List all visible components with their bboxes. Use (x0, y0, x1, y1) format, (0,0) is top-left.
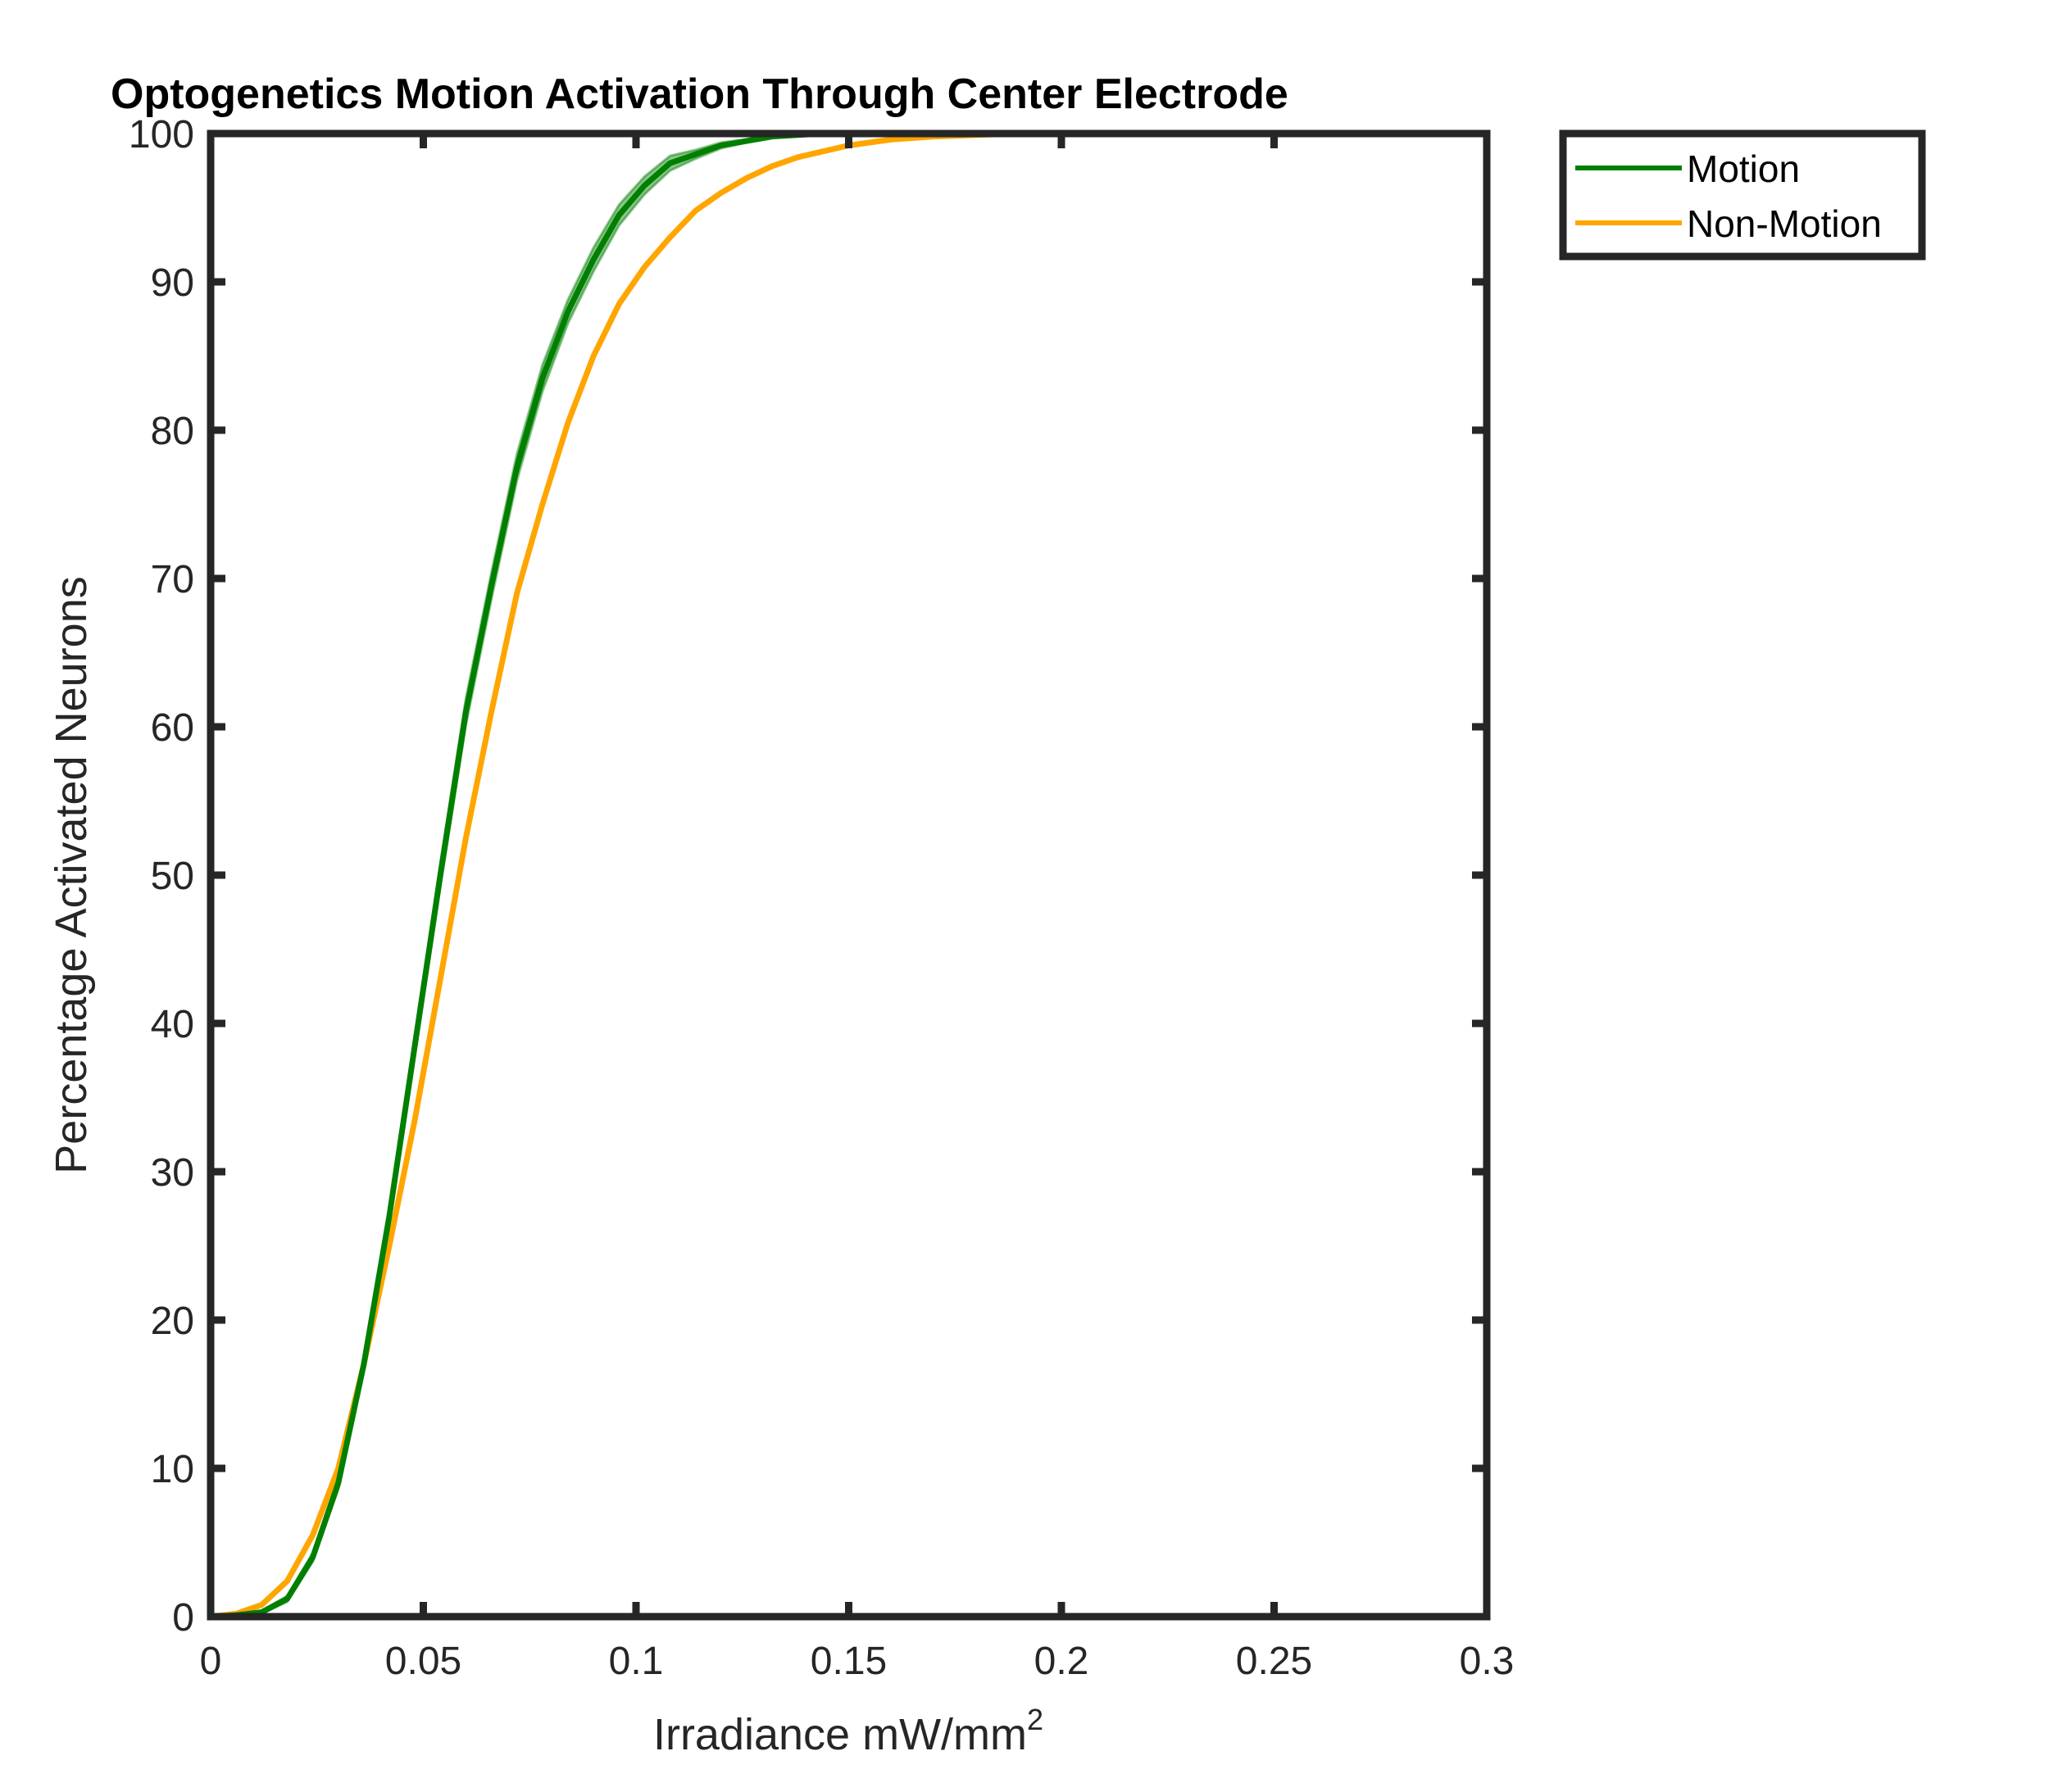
y-tick-label-3: 30 (151, 1151, 194, 1195)
x-tick-label-1: 0.05 (385, 1640, 461, 1683)
x-tick-label-4: 0.2 (1034, 1640, 1089, 1683)
series-lines (207, 130, 1065, 1620)
y-tick-label-0: 0 (172, 1596, 194, 1640)
y-tick-label-7: 70 (151, 558, 194, 601)
plot-area (207, 130, 1065, 1620)
y-tick-label-9: 90 (151, 261, 194, 305)
y-tick-labels: 0 10 20 30 40 50 60 70 80 90 100 (129, 113, 194, 1640)
axis-ticks (207, 129, 1491, 1621)
x-axis-label-text: Irradiance mW/mm (653, 1710, 1027, 1759)
y-tick-label-5: 50 (151, 855, 194, 898)
legend: Motion Non-Motion (1559, 129, 1926, 261)
x-tick-labels: 0 0.05 0.1 0.15 0.2 0.25 0.3 (200, 1640, 1515, 1683)
chart-title: Optogenetics Motion Activation Through C… (111, 70, 1288, 118)
y-axis-label: Percentage Activated Neurons (47, 576, 96, 1173)
y-tick-label-1: 10 (151, 1448, 194, 1491)
axes-box (207, 129, 1491, 1621)
band-0 (210, 132, 1061, 1618)
series-line-0 (207, 130, 1065, 1620)
x-tick-label-3: 0.15 (811, 1640, 887, 1683)
series-line-1 (207, 130, 1065, 1620)
y-tick-label-8: 80 (151, 410, 194, 453)
y-tick-label-4: 40 (151, 1003, 194, 1046)
legend-label-non-motion: Non-Motion (1687, 202, 1882, 245)
legend-box (1559, 129, 1926, 261)
x-axis-label: Irradiance mW/mm2 (653, 1703, 1043, 1759)
x-tick-label-6: 0.3 (1460, 1640, 1515, 1683)
confidence-bands (210, 132, 1061, 1618)
x-tick-label-2: 0.1 (609, 1640, 664, 1683)
x-axis-label-superscript: 2 (1027, 1703, 1043, 1736)
y-tick-label-6: 60 (151, 706, 194, 750)
y-tick-label-10: 100 (129, 113, 194, 157)
x-tick-label-0: 0 (200, 1640, 222, 1683)
y-tick-label-2: 20 (151, 1300, 194, 1343)
legend-label-motion: Motion (1687, 147, 1800, 190)
x-tick-label-5: 0.25 (1236, 1640, 1312, 1683)
